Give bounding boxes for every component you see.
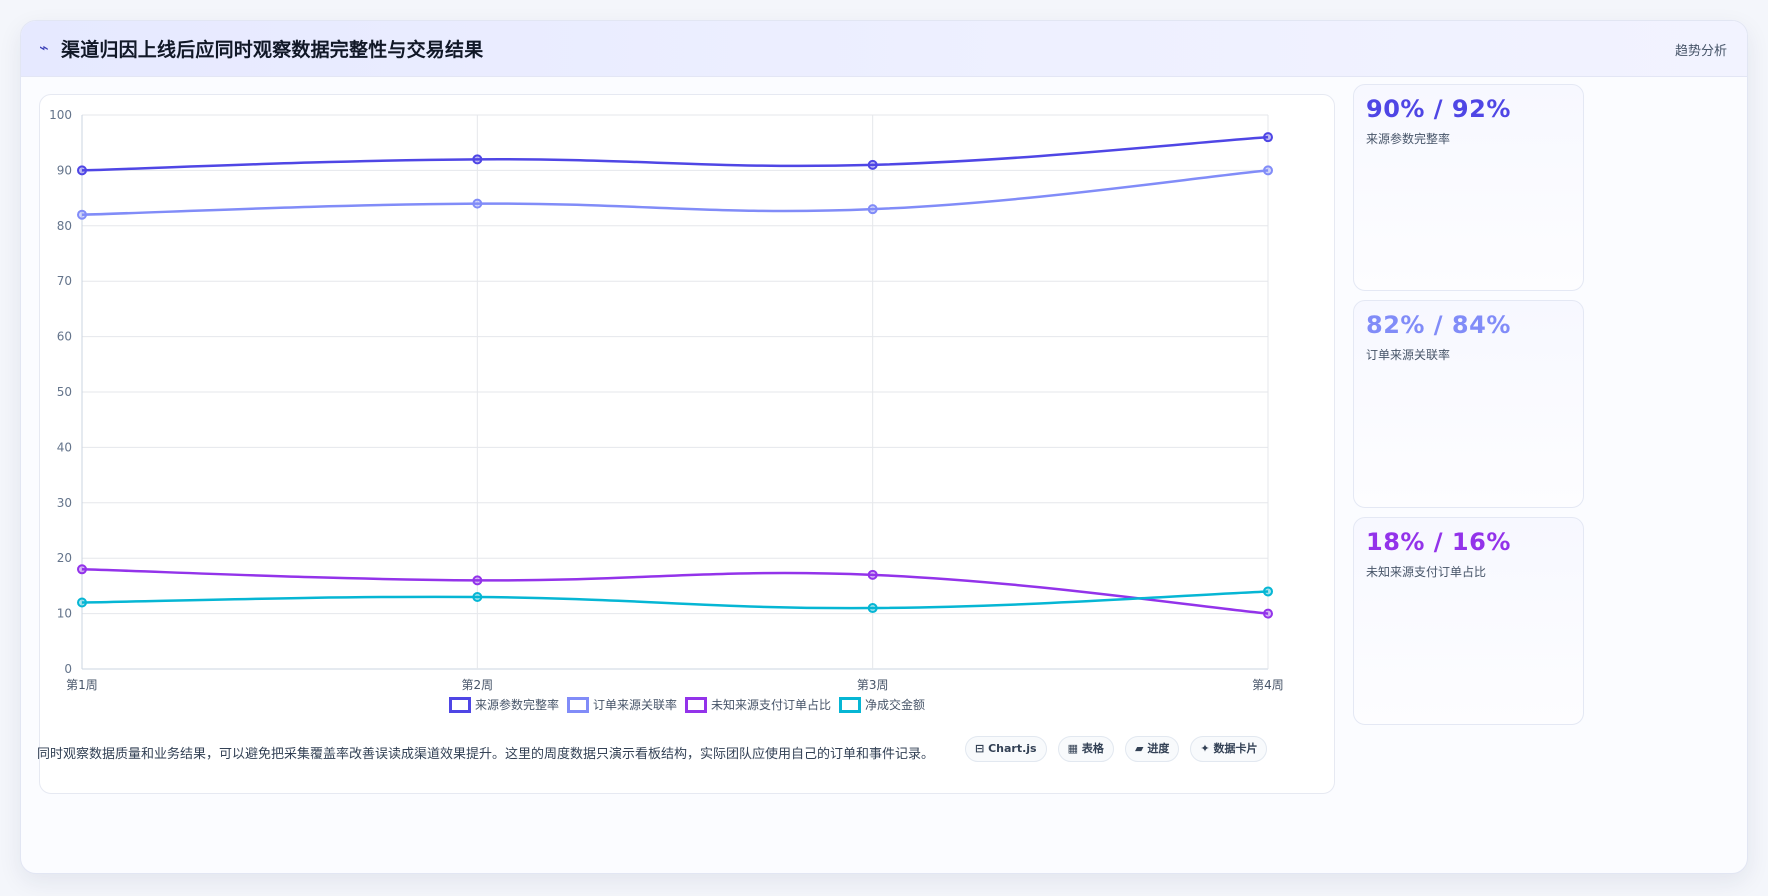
series-line-2 [81, 169, 1269, 216]
kpi-label: 未知来源支付订单占比 [1366, 565, 1487, 579]
legend-swatch [448, 696, 471, 713]
kpi-label: 来源参数完整率 [1366, 132, 1451, 146]
legend-item[interactable]: 未知来源支付订单占比 [685, 696, 831, 713]
data-point [77, 165, 87, 176]
progress-icon: ▰ [1135, 742, 1144, 755]
kpi-value: 90% / 92% [1366, 95, 1511, 123]
y-tick-label: 70 [57, 274, 72, 288]
kpi-card-unknown-source: 18% / 16% 未知来源支付订单占比 [1353, 517, 1584, 725]
y-tick-label: 100 [49, 108, 72, 122]
kpi-label: 订单来源关联率 [1366, 348, 1451, 362]
data-point [472, 198, 483, 209]
data-point [1263, 608, 1273, 619]
chart-icon: ⊟ [975, 742, 985, 755]
trend-analysis-tag[interactable]: 趋势分析 [1674, 44, 1727, 59]
legend-item[interactable]: 净成交金额 [839, 696, 925, 713]
x-tick-label: 第2周 [462, 678, 494, 692]
data-point [867, 159, 878, 170]
chip-label: 数据卡片 [1213, 742, 1258, 755]
data-point [77, 209, 87, 220]
data-point [867, 204, 878, 215]
chip-table[interactable]: ▦ 表格 [1057, 736, 1114, 762]
page-title: 渠道归因上线后应同时观察数据完整性与交易结果 [61, 39, 484, 61]
x-tick-label: 第1周 [66, 678, 98, 692]
legend-item[interactable]: 订单来源关联率 [566, 696, 677, 713]
legend-swatch [839, 696, 862, 713]
series-line-4 [81, 590, 1269, 610]
line-chart: 0 10 20 30 40 50 60 70 80 90 100 第1周 第2周 第3周 第4周 [49, 108, 1284, 692]
data-point [867, 569, 878, 580]
data-point [472, 591, 483, 602]
data-point [867, 603, 878, 614]
data-point [472, 154, 483, 165]
y-tick-label: 20 [57, 551, 72, 565]
chart-legend: 来源参数完整率 订单来源关联率 未知来源支付订单占比 净成交金额 [40, 696, 1334, 713]
legend-swatch [685, 696, 707, 713]
x-tick-label: 第4周 [1252, 678, 1284, 692]
y-tick-label: 60 [57, 330, 72, 344]
data-point [1263, 586, 1273, 597]
kpi-value: 82% / 84% [1366, 311, 1511, 339]
card-header: ⌁ 渠道归因上线后应同时观察数据完整性与交易结果 趋势分析 [21, 21, 1747, 77]
sparkle-icon: ✦ [1200, 742, 1210, 755]
legend-label: 来源参数完整率 [474, 698, 559, 712]
chip-data-card[interactable]: ✦ 数据卡片 [1190, 736, 1268, 762]
series-line-1 [81, 135, 1269, 172]
y-tick-label: 50 [57, 385, 72, 399]
chip-progress[interactable]: ▰ 进度 [1125, 736, 1180, 762]
legend-label: 未知来源支付订单占比 [711, 698, 832, 712]
y-tick-label: 10 [57, 607, 72, 621]
kpi-card-source-param: 90% / 92% 来源参数完整率 [1353, 84, 1584, 291]
chip-chartjs[interactable]: ⊟ Chart.js [965, 736, 1047, 762]
legend-item[interactable]: 来源参数完整率 [448, 696, 559, 713]
chip-label: 进度 [1147, 742, 1170, 755]
y-tick-label: 80 [57, 219, 72, 233]
kpi-value: 18% / 16% [1366, 528, 1511, 556]
x-tick-label: 第3周 [857, 678, 889, 692]
data-point [77, 564, 87, 575]
y-tick-label: 90 [57, 163, 72, 177]
dashboard-card: ⌁ 渠道归因上线后应同时观察数据完整性与交易结果 趋势分析 0 10 20 30 40 5… [20, 20, 1748, 874]
legend-label: 净成交金额 [865, 698, 926, 712]
data-point [77, 597, 87, 608]
legend-label: 订单来源关联率 [592, 698, 677, 712]
data-point [1263, 165, 1273, 176]
y-tick-label: 30 [57, 496, 72, 510]
tech-chips: ⊟ Chart.js ▦ 表格 ▰ 进度 ✦ 数据卡片 [965, 736, 1273, 762]
sparkline-icon: ⌁ [39, 38, 49, 57]
data-point [472, 575, 483, 586]
data-point [1263, 132, 1273, 143]
chip-label: 表格 [1081, 742, 1104, 755]
table-icon: ▦ [1067, 742, 1079, 755]
legend-swatch [566, 696, 589, 713]
chart-panel: 0 10 20 30 40 50 60 70 80 90 100 第1周 第2周 第3周 第4周 来源参数完… [39, 94, 1335, 794]
y-tick-label: 40 [57, 440, 72, 454]
y-tick-label: 0 [64, 662, 72, 676]
kpi-card-order-source: 82% / 84% 订单来源关联率 [1353, 300, 1584, 508]
series-line-3 [81, 568, 1269, 615]
chip-label: Chart.js [988, 742, 1037, 755]
footnote-text: 同时观察数据质量和业务结果，可以避免把采集覆盖率改善误读成渠道效果提升。这里的周… [37, 747, 935, 762]
